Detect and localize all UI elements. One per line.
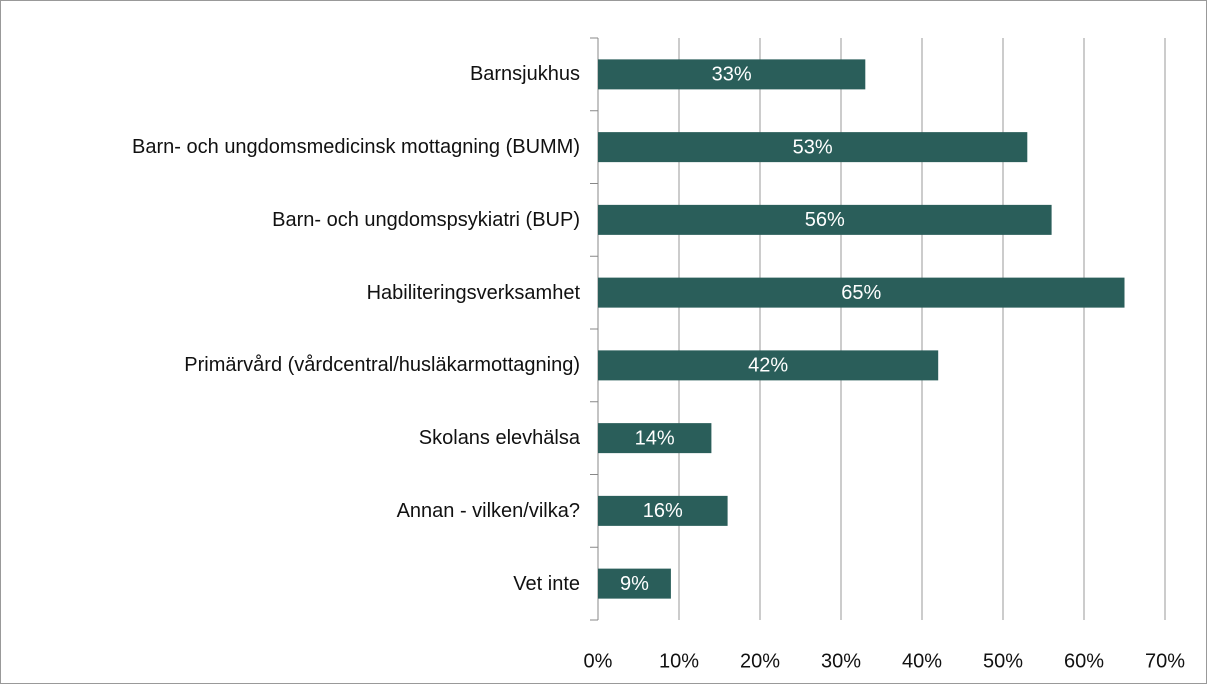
bar: [598, 350, 939, 381]
y-tick-label: Habiliteringsverksamhet: [366, 281, 580, 304]
bar: [598, 132, 1028, 163]
value-label: 42%: [748, 355, 788, 377]
value-label: 14%: [635, 427, 675, 449]
value-label: 65%: [841, 282, 881, 304]
value-label: 9%: [620, 573, 649, 595]
x-tick-label: 20%: [740, 650, 780, 672]
x-tick-label: 60%: [1064, 650, 1104, 672]
bar: [598, 568, 671, 599]
value-label: 16%: [643, 500, 683, 522]
bar: [598, 277, 1125, 308]
x-tick-label: 70%: [1145, 650, 1185, 672]
y-tick-label: Barn- och ungdomsmedicinsk mottagning (B…: [132, 136, 580, 159]
x-tick-label: 0%: [584, 650, 613, 672]
value-label: 56%: [805, 209, 845, 231]
x-tick-label: 10%: [659, 650, 699, 672]
value-label: 53%: [793, 136, 833, 158]
bar: [598, 59, 866, 90]
y-tick-label: Skolans elevhälsa: [418, 427, 580, 450]
value-label: 33%: [712, 64, 752, 86]
x-tick-label: 30%: [821, 650, 861, 672]
x-tick-label: 50%: [983, 650, 1023, 672]
y-tick-label: Barn- och ungdomspsykiatri (BUP): [272, 208, 580, 231]
y-tick-label: Barnsjukhus: [469, 63, 580, 86]
bar: [598, 495, 728, 526]
y-tick-label: Primärvård (vårdcentral/husläkarmottagni…: [184, 354, 580, 377]
bar: [598, 204, 1052, 235]
y-tick-label: Vet inte: [513, 572, 580, 595]
x-tick-label: 40%: [902, 650, 942, 672]
y-tick-label: Annan - vilken/vilka?: [396, 499, 580, 522]
bar: [598, 423, 712, 454]
